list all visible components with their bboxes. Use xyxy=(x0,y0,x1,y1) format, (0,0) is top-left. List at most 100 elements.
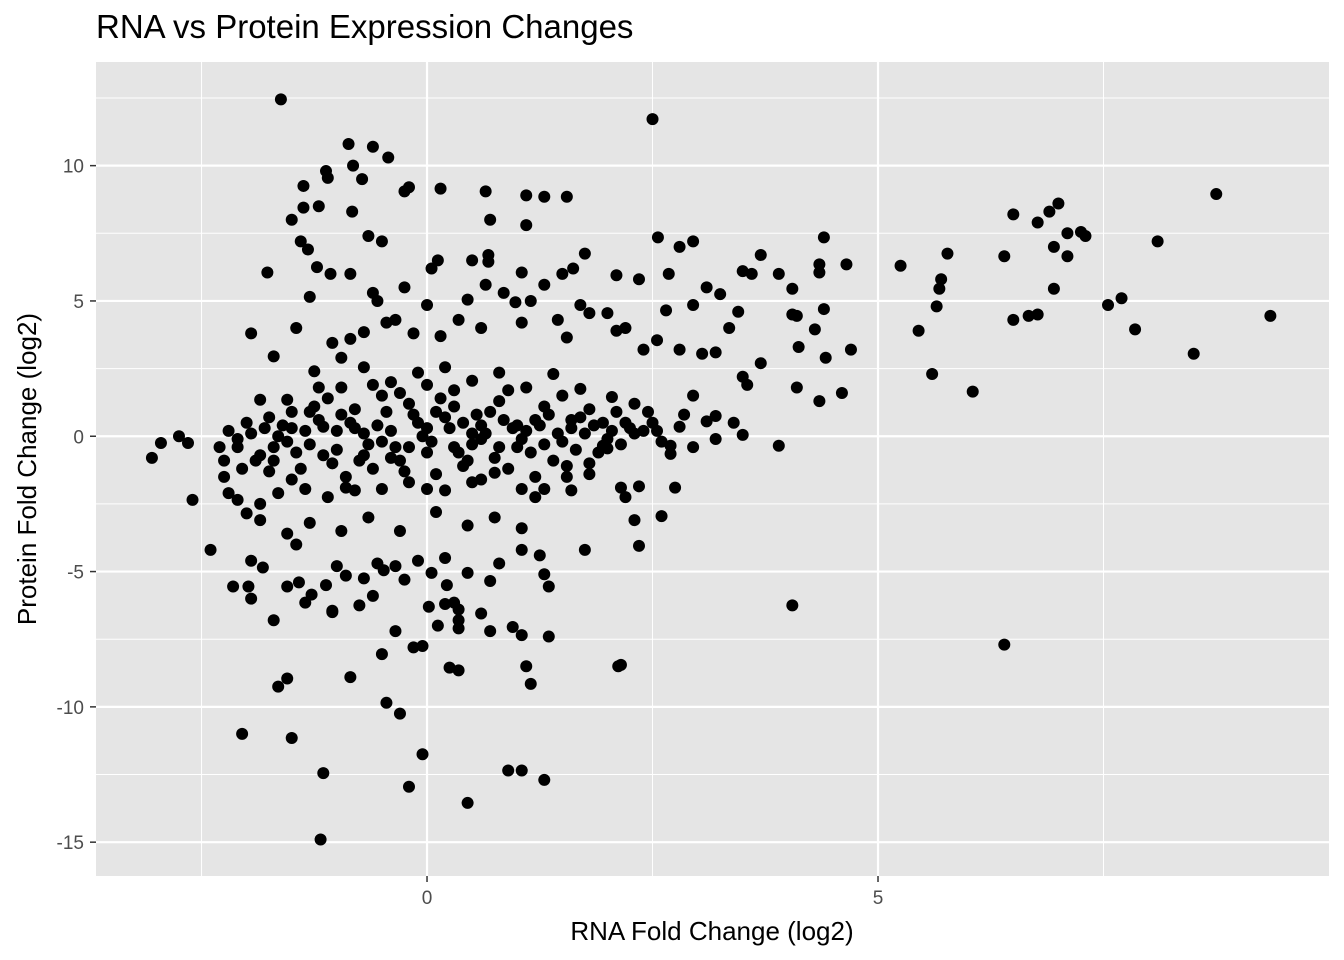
data-point xyxy=(393,524,406,537)
data-point xyxy=(790,309,803,322)
data-point xyxy=(538,190,551,203)
data-point xyxy=(321,171,334,184)
data-point xyxy=(941,247,954,260)
data-point xyxy=(398,465,411,478)
data-point xyxy=(452,622,465,635)
data-point xyxy=(1043,205,1056,218)
data-point xyxy=(912,324,925,337)
data-point xyxy=(366,378,379,391)
data-point xyxy=(281,580,294,593)
data-point xyxy=(384,376,397,389)
data-point xyxy=(551,427,564,440)
data-point xyxy=(348,484,361,497)
data-point xyxy=(646,113,659,126)
data-point xyxy=(231,432,244,445)
data-point xyxy=(393,386,406,399)
data-point xyxy=(614,438,627,451)
data-point xyxy=(497,414,510,427)
data-point xyxy=(412,554,425,567)
data-point xyxy=(263,465,276,478)
data-point xyxy=(475,432,488,445)
data-point xyxy=(312,381,325,394)
data-point xyxy=(894,259,907,272)
data-point xyxy=(662,267,675,280)
data-point xyxy=(439,361,452,374)
data-point xyxy=(389,441,402,454)
data-point xyxy=(272,487,285,500)
data-point xyxy=(339,470,352,483)
data-point xyxy=(709,432,722,445)
data-point xyxy=(276,419,289,432)
data-point xyxy=(375,483,388,496)
data-point xyxy=(524,294,537,307)
data-point xyxy=(154,437,167,450)
data-point xyxy=(443,422,456,435)
data-point xyxy=(430,506,443,519)
data-point xyxy=(813,266,826,279)
data-point xyxy=(326,457,339,470)
data-point xyxy=(714,288,727,301)
data-point xyxy=(425,262,438,275)
data-point xyxy=(461,519,474,532)
data-point xyxy=(529,470,542,483)
data-point xyxy=(709,346,722,359)
data-point xyxy=(254,514,267,527)
data-point xyxy=(421,446,434,459)
data-point xyxy=(431,254,444,267)
data-point xyxy=(808,323,821,336)
data-point xyxy=(407,327,420,340)
data-point xyxy=(344,267,357,280)
data-point xyxy=(353,599,366,612)
data-point xyxy=(786,282,799,295)
data-point xyxy=(466,254,479,267)
data-point xyxy=(258,422,271,435)
data-point xyxy=(786,599,799,612)
data-point xyxy=(741,378,754,391)
data-point xyxy=(547,454,560,467)
data-point xyxy=(583,468,596,481)
data-point xyxy=(637,343,650,356)
data-point xyxy=(375,648,388,661)
data-point xyxy=(344,671,357,684)
data-point xyxy=(651,231,664,244)
data-point xyxy=(470,408,483,421)
data-point xyxy=(538,773,551,786)
data-point xyxy=(274,93,287,106)
data-point xyxy=(533,549,546,562)
data-point xyxy=(290,538,303,551)
data-point xyxy=(792,340,805,353)
data-point xyxy=(461,566,474,579)
data-point xyxy=(267,441,280,454)
data-point xyxy=(538,568,551,581)
data-point xyxy=(515,764,528,777)
data-point xyxy=(303,438,316,451)
chart-title: RNA vs Protein Expression Changes xyxy=(96,8,634,45)
data-point xyxy=(687,299,700,312)
data-point xyxy=(434,330,447,343)
data-point xyxy=(493,366,506,379)
data-point xyxy=(308,365,321,378)
data-point xyxy=(651,334,664,347)
data-point xyxy=(231,493,244,506)
data-point xyxy=(371,419,384,432)
data-point xyxy=(632,539,645,552)
data-point xyxy=(556,389,569,402)
data-point xyxy=(267,614,280,627)
data-point xyxy=(1264,309,1277,322)
data-point xyxy=(619,322,632,335)
data-point xyxy=(538,483,551,496)
data-point xyxy=(533,419,546,432)
data-point xyxy=(407,408,420,421)
data-point xyxy=(321,491,334,504)
data-point xyxy=(754,248,767,261)
data-point xyxy=(524,677,537,690)
data-point xyxy=(524,446,537,459)
data-point xyxy=(646,416,659,429)
data-point xyxy=(398,573,411,586)
data-point xyxy=(461,454,474,467)
data-point xyxy=(574,299,587,312)
data-point xyxy=(384,451,397,464)
data-point xyxy=(267,350,280,363)
data-point xyxy=(348,403,361,416)
data-point xyxy=(687,389,700,402)
